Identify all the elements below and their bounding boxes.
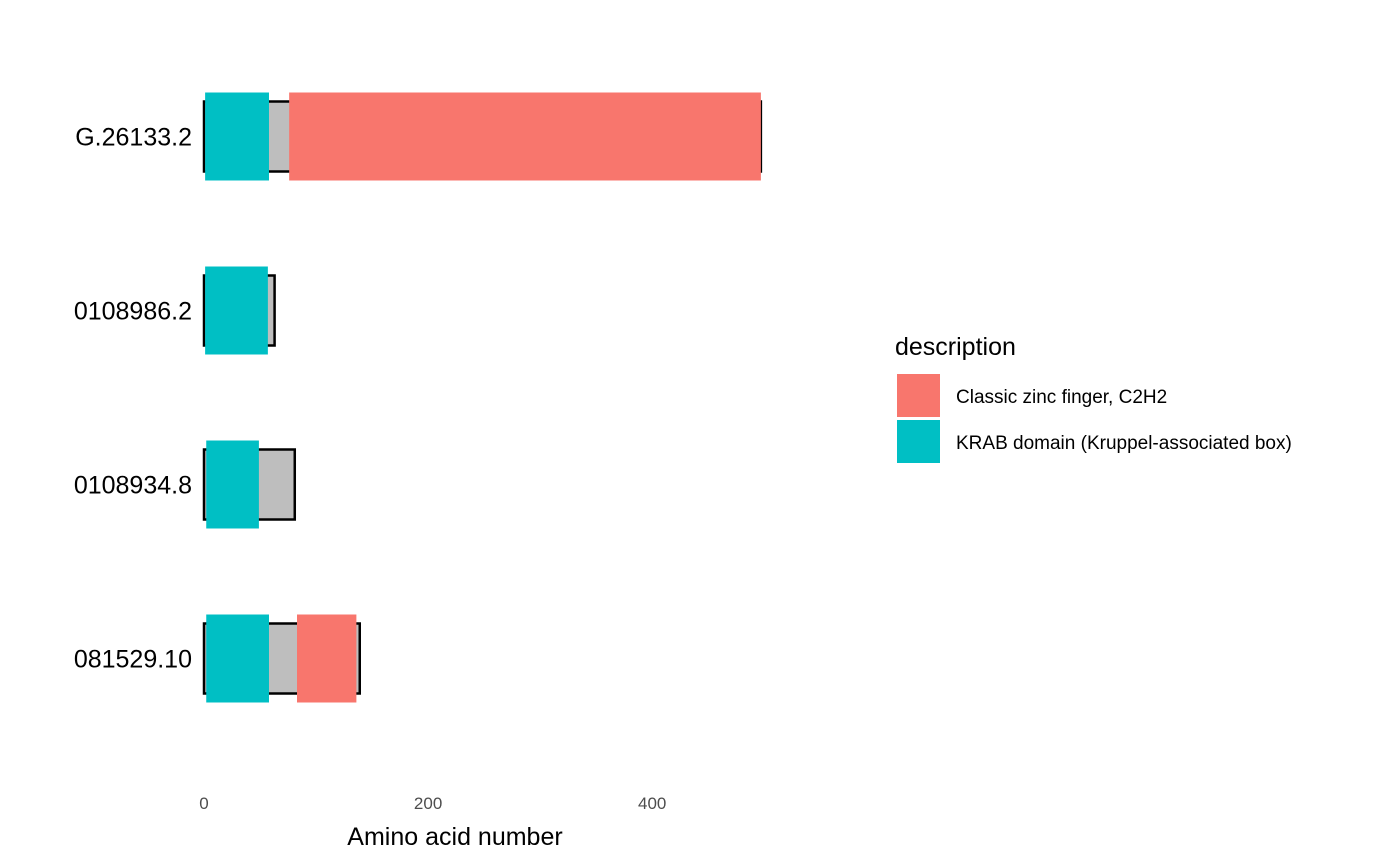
domain-1-0 [205, 266, 268, 355]
x-axis: 0 200 400 [199, 794, 666, 813]
domain-2-0 [206, 440, 259, 529]
x-tick-label-2: 400 [638, 794, 666, 813]
protein-label: 0108986.2 [74, 298, 192, 326]
legend-key-0 [897, 374, 940, 417]
plot-area [202, 92, 763, 703]
x-tick-label-0: 0 [199, 794, 208, 813]
domain-3-1 [297, 614, 357, 703]
domain-0-0 [205, 92, 269, 181]
legend-key-1 [897, 420, 940, 463]
legend: description Classic zinc finger, C2H2 KRA… [895, 333, 1292, 463]
legend-label-0: Classic zinc finger, C2H2 [956, 387, 1167, 408]
y-axis: G.26133.2 0108986.2 0108934.8 081529.10 [74, 124, 192, 674]
legend-title: description [895, 333, 1016, 361]
domain-0-1 [289, 92, 761, 181]
protein-label: 081529.10 [74, 646, 192, 674]
domain-3-0 [206, 614, 269, 703]
legend-label-1: KRAB domain (Kruppel-associated box) [956, 433, 1292, 454]
protein-label: 0108934.8 [74, 472, 192, 500]
protein-label: G.26133.2 [75, 124, 192, 152]
x-axis-title: Amino acid number [347, 823, 562, 851]
x-tick-label-1: 200 [414, 794, 442, 813]
